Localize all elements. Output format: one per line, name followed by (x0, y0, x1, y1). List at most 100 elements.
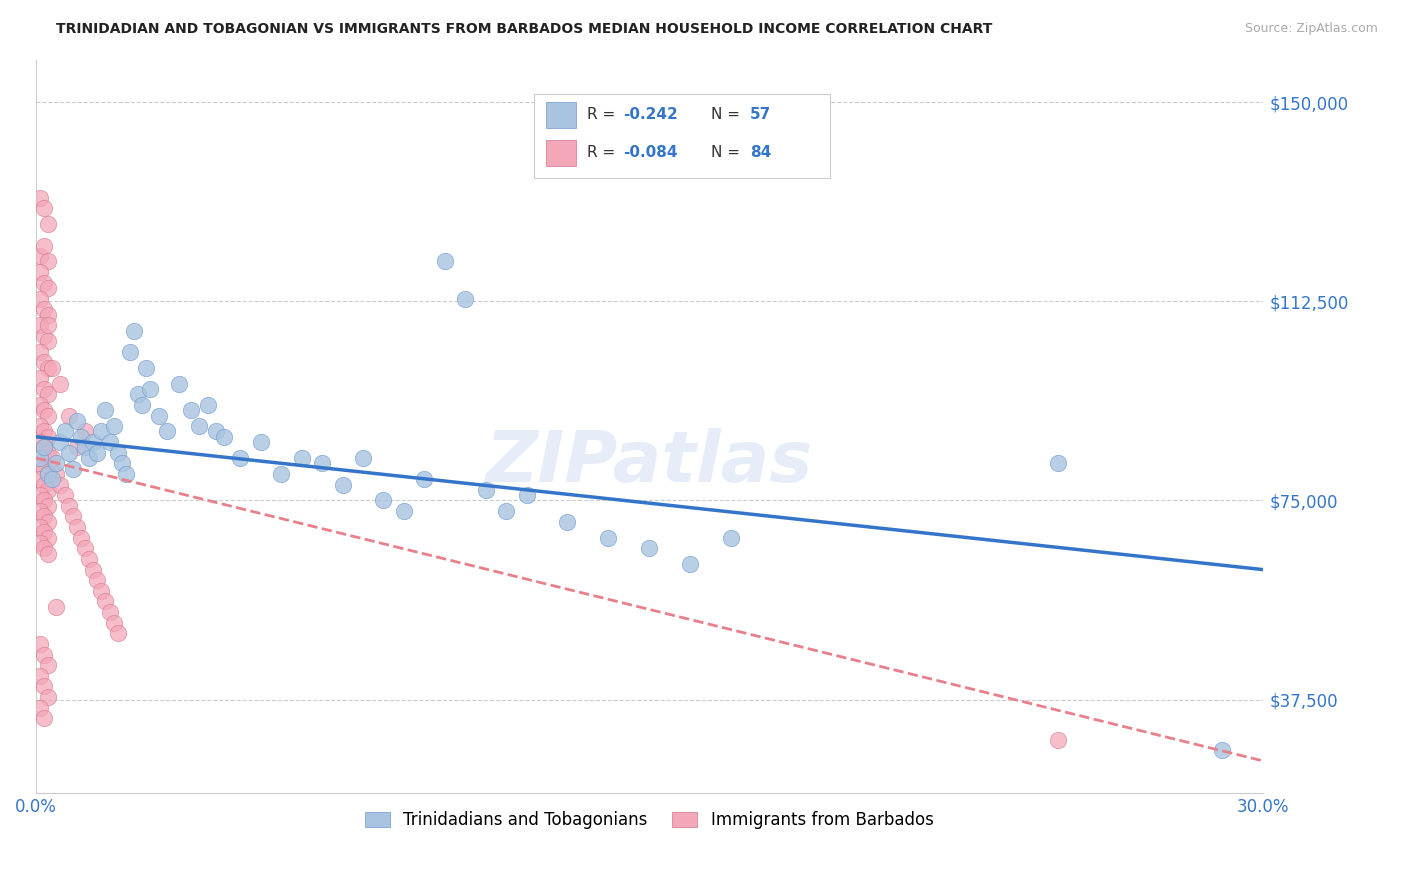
Immigrants from Barbados (32, 441, 55, 455)
Immigrants from Barbados (32, 202, 55, 216)
Trinidadians and Tobagonians (32, 441, 55, 455)
Immigrants from Barbados (28, 669, 51, 683)
Bar (546, 102, 575, 128)
Immigrants from Barbados (32, 680, 55, 694)
Immigrants from Barbados (32, 461, 55, 475)
Immigrants from Barbados (77, 552, 100, 566)
Trinidadians and Tobagonians (167, 376, 190, 391)
Text: R =: R = (588, 107, 620, 122)
Immigrants from Barbados (32, 302, 55, 317)
Trinidadians and Tobagonians (115, 467, 138, 481)
Immigrants from Barbados (28, 371, 51, 385)
Trinidadians and Tobagonians (37, 467, 59, 481)
Immigrants from Barbados (73, 425, 96, 439)
Trinidadians and Tobagonians (94, 403, 117, 417)
Trinidadians and Tobagonians (58, 445, 80, 459)
Immigrants from Barbados (28, 419, 51, 434)
Trinidadians and Tobagonians (28, 450, 51, 465)
Trinidadians and Tobagonians (107, 445, 129, 459)
Trinidadians and Tobagonians (229, 450, 252, 465)
Immigrants from Barbados (49, 477, 72, 491)
Trinidadians and Tobagonians (454, 292, 477, 306)
Immigrants from Barbados (103, 615, 125, 630)
Trinidadians and Tobagonians (82, 435, 104, 450)
Immigrants from Barbados (37, 658, 59, 673)
Trinidadians and Tobagonians (45, 456, 67, 470)
Trinidadians and Tobagonians (516, 488, 538, 502)
Trinidadians and Tobagonians (291, 450, 314, 465)
Trinidadians and Tobagonians (148, 409, 170, 423)
Trinidadians and Tobagonians (1047, 456, 1070, 470)
Trinidadians and Tobagonians (720, 531, 742, 545)
Immigrants from Barbados (82, 563, 104, 577)
Immigrants from Barbados (28, 292, 51, 306)
Text: TRINIDADIAN AND TOBAGONIAN VS IMMIGRANTS FROM BARBADOS MEDIAN HOUSEHOLD INCOME C: TRINIDADIAN AND TOBAGONIAN VS IMMIGRANTS… (56, 22, 993, 37)
Trinidadians and Tobagonians (90, 425, 112, 439)
Immigrants from Barbados (70, 531, 93, 545)
Immigrants from Barbados (58, 409, 80, 423)
Immigrants from Barbados (32, 328, 55, 343)
Immigrants from Barbados (37, 308, 59, 322)
Trinidadians and Tobagonians (66, 414, 89, 428)
Trinidadians and Tobagonians (598, 531, 620, 545)
Immigrants from Barbados (28, 637, 51, 651)
Bar (546, 140, 575, 166)
Trinidadians and Tobagonians (352, 450, 374, 465)
Immigrants from Barbados (28, 700, 51, 714)
Trinidadians and Tobagonians (70, 430, 93, 444)
Trinidadians and Tobagonians (49, 435, 72, 450)
Immigrants from Barbados (94, 594, 117, 608)
Immigrants from Barbados (37, 531, 59, 545)
Immigrants from Barbados (32, 525, 55, 540)
Immigrants from Barbados (37, 445, 59, 459)
Immigrants from Barbados (37, 254, 59, 268)
Trinidadians and Tobagonians (249, 435, 271, 450)
Trinidadians and Tobagonians (311, 456, 333, 470)
Immigrants from Barbados (28, 536, 51, 550)
Trinidadians and Tobagonians (131, 398, 153, 412)
Text: 57: 57 (749, 107, 770, 122)
Immigrants from Barbados (32, 355, 55, 369)
Text: -0.242: -0.242 (623, 107, 678, 122)
Text: ZIPatlas: ZIPatlas (485, 428, 813, 497)
Immigrants from Barbados (32, 477, 55, 491)
Trinidadians and Tobagonians (332, 477, 354, 491)
Text: N =: N = (711, 107, 745, 122)
Immigrants from Barbados (41, 450, 63, 465)
Immigrants from Barbados (86, 573, 108, 587)
Immigrants from Barbados (28, 398, 51, 412)
Trinidadians and Tobagonians (118, 344, 141, 359)
Immigrants from Barbados (1047, 732, 1070, 747)
Trinidadians and Tobagonians (73, 441, 96, 455)
Trinidadians and Tobagonians (557, 515, 579, 529)
Immigrants from Barbados (37, 334, 59, 348)
Trinidadians and Tobagonians (638, 541, 661, 556)
Immigrants from Barbados (32, 276, 55, 290)
Trinidadians and Tobagonians (156, 425, 179, 439)
Trinidadians and Tobagonians (433, 254, 456, 268)
Immigrants from Barbados (32, 382, 55, 396)
Trinidadians and Tobagonians (62, 461, 84, 475)
Trinidadians and Tobagonians (413, 472, 436, 486)
Trinidadians and Tobagonians (679, 558, 702, 572)
Immigrants from Barbados (37, 499, 59, 513)
Trinidadians and Tobagonians (180, 403, 202, 417)
Trinidadians and Tobagonians (188, 419, 211, 434)
Immigrants from Barbados (58, 499, 80, 513)
Immigrants from Barbados (32, 403, 55, 417)
Immigrants from Barbados (28, 520, 51, 534)
Immigrants from Barbados (107, 626, 129, 640)
Trinidadians and Tobagonians (77, 450, 100, 465)
Immigrants from Barbados (37, 360, 59, 375)
Trinidadians and Tobagonians (135, 360, 157, 375)
Text: Source: ZipAtlas.com: Source: ZipAtlas.com (1244, 22, 1378, 36)
Immigrants from Barbados (37, 547, 59, 561)
Immigrants from Barbados (37, 690, 59, 704)
Immigrants from Barbados (45, 467, 67, 481)
Immigrants from Barbados (37, 217, 59, 231)
Immigrants from Barbados (66, 520, 89, 534)
Immigrants from Barbados (45, 599, 67, 614)
Trinidadians and Tobagonians (127, 387, 149, 401)
Text: R =: R = (588, 145, 620, 161)
Immigrants from Barbados (73, 541, 96, 556)
